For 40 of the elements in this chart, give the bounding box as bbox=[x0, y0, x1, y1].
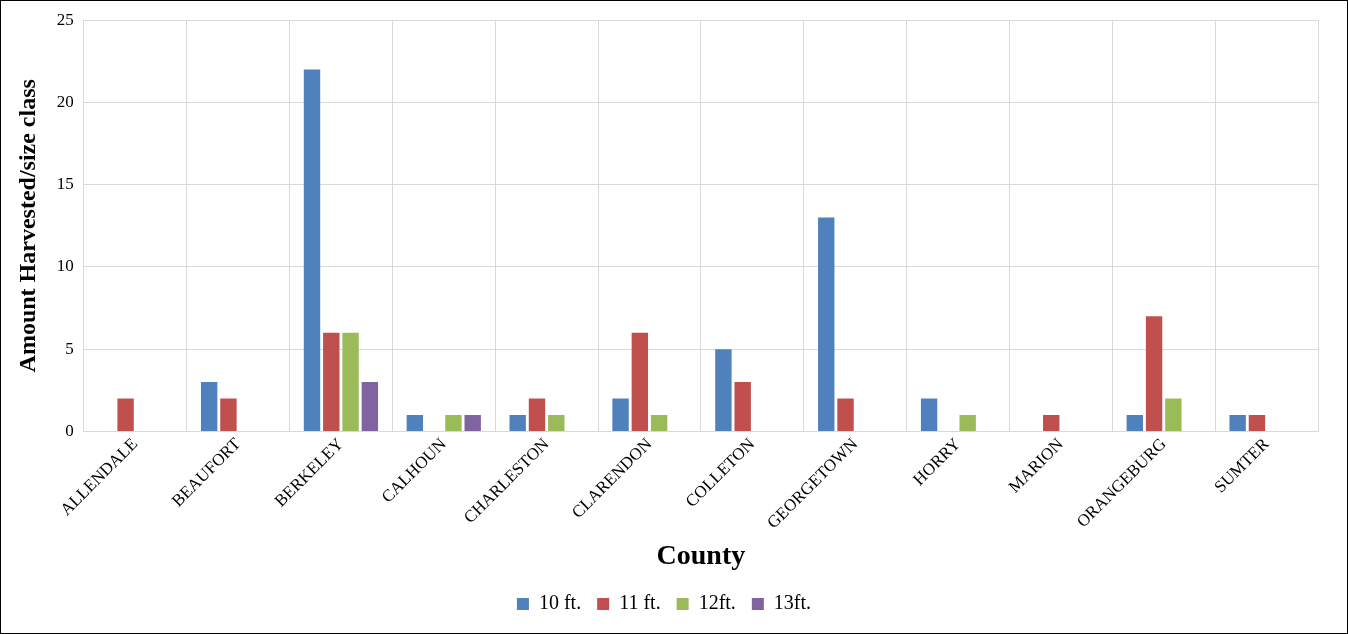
x-axis-title: County bbox=[656, 539, 746, 571]
bar bbox=[303, 69, 321, 431]
y-tick-label: 0 bbox=[65, 420, 74, 440]
bar bbox=[818, 217, 835, 431]
bar bbox=[220, 398, 237, 431]
bar bbox=[631, 332, 649, 431]
bar bbox=[406, 414, 424, 431]
bar bbox=[528, 398, 546, 431]
y-tick-label: 10 bbox=[56, 256, 74, 276]
legend-label: 13ft. bbox=[773, 591, 812, 614]
y-tick-label: 25 bbox=[56, 9, 74, 29]
bar bbox=[548, 414, 565, 431]
bar bbox=[342, 332, 359, 431]
bar bbox=[361, 382, 379, 431]
bar bbox=[920, 398, 938, 431]
bar bbox=[837, 398, 854, 431]
legend-label: 10 ft. bbox=[538, 591, 582, 614]
y-tick-label: 15 bbox=[56, 174, 74, 194]
bar bbox=[1126, 414, 1143, 431]
bar bbox=[1229, 414, 1246, 431]
legend-label: 12ft. bbox=[698, 591, 736, 614]
bar bbox=[1145, 316, 1163, 431]
y-tick-label: 20 bbox=[56, 91, 74, 111]
bar bbox=[959, 414, 976, 431]
bar bbox=[715, 349, 732, 431]
bar bbox=[117, 398, 134, 431]
bar bbox=[509, 414, 526, 431]
bar bbox=[650, 414, 668, 431]
bar bbox=[734, 382, 751, 431]
y-axis-title: Amount Harvested/size class bbox=[13, 79, 40, 373]
y-tick-label: 5 bbox=[65, 338, 74, 358]
legend-label: 11 ft. bbox=[619, 591, 661, 614]
bar bbox=[445, 414, 462, 431]
bar bbox=[612, 398, 629, 431]
bar bbox=[1248, 414, 1266, 431]
bar bbox=[323, 332, 340, 431]
bar bbox=[1165, 398, 1182, 431]
bar bbox=[464, 414, 481, 431]
bar bbox=[1043, 414, 1060, 431]
bar bbox=[200, 382, 218, 431]
